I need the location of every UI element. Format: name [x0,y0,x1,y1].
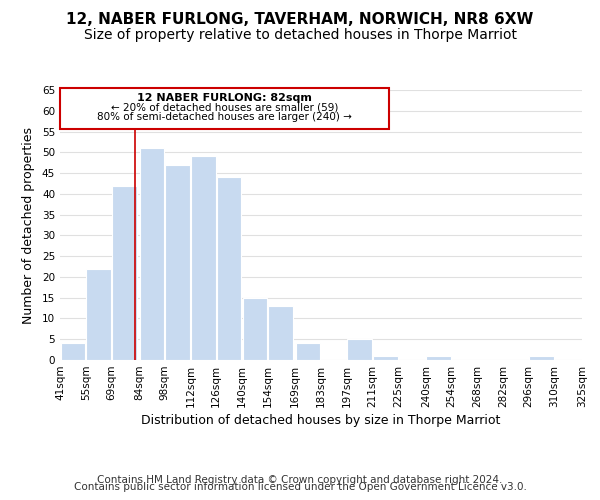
Bar [191,156,215,360]
Bar [427,356,451,360]
Text: 80% of semi-detached houses are larger (240) →: 80% of semi-detached houses are larger (… [97,112,352,122]
Text: ← 20% of detached houses are smaller (59): ← 20% of detached houses are smaller (59… [111,102,338,113]
Bar [529,356,554,360]
FancyBboxPatch shape [60,88,389,130]
Bar [217,177,241,360]
Bar [166,165,190,360]
Bar [61,344,85,360]
Bar [347,339,372,360]
Bar [140,148,164,360]
Bar [242,298,267,360]
X-axis label: Distribution of detached houses by size in Thorpe Marriot: Distribution of detached houses by size … [142,414,500,427]
Bar [112,186,137,360]
Text: Size of property relative to detached houses in Thorpe Marriot: Size of property relative to detached ho… [83,28,517,42]
Text: 12 NABER FURLONG: 82sqm: 12 NABER FURLONG: 82sqm [137,94,312,104]
Bar [296,344,320,360]
Y-axis label: Number of detached properties: Number of detached properties [22,126,35,324]
Text: Contains HM Land Registry data © Crown copyright and database right 2024.: Contains HM Land Registry data © Crown c… [97,475,503,485]
Text: 12, NABER FURLONG, TAVERHAM, NORWICH, NR8 6XW: 12, NABER FURLONG, TAVERHAM, NORWICH, NR… [67,12,533,28]
Bar [268,306,293,360]
Text: Contains public sector information licensed under the Open Government Licence v3: Contains public sector information licen… [74,482,526,492]
Bar [373,356,398,360]
Bar [86,268,111,360]
